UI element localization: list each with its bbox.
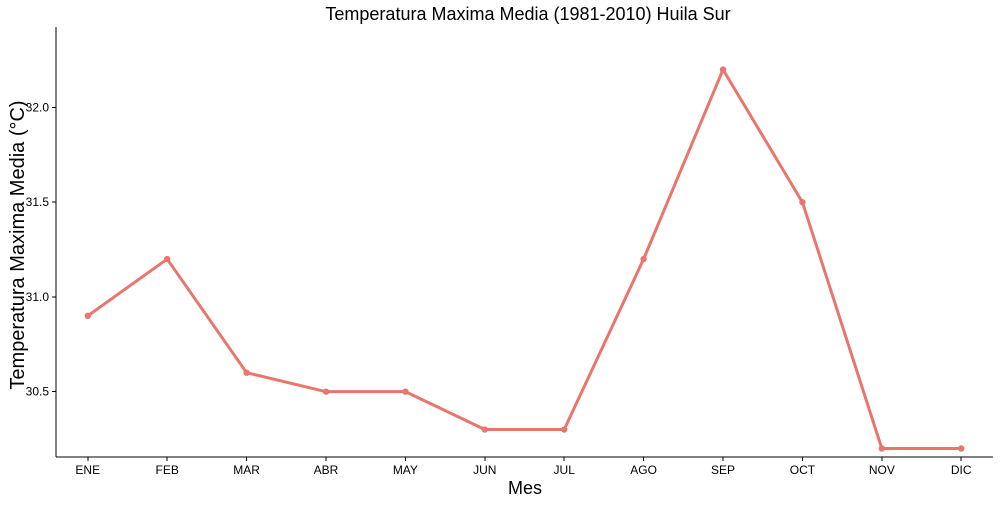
y-tick-label: 32.0 — [26, 101, 50, 115]
series-group — [84, 66, 965, 452]
axes — [55, 27, 993, 458]
x-tick-label: MAY — [393, 463, 418, 477]
x-tick-label: FEB — [155, 463, 178, 477]
x-axis-label: Mes — [508, 478, 542, 498]
y-tick-label: 30.5 — [26, 385, 50, 399]
x-tick-label: ABR — [314, 463, 339, 477]
y-tick-label: 31.0 — [26, 290, 50, 304]
chart-title: Temperatura Maxima Media (1981-2010) Hui… — [325, 4, 730, 24]
x-tick-label: JUN — [473, 463, 496, 477]
data-point-ago — [640, 255, 647, 263]
data-point-ene — [84, 312, 91, 320]
y-tick-label: 31.5 — [26, 195, 50, 209]
y-ticks: 30.5 31.0 31.5 32.0 — [26, 101, 56, 399]
x-tick-label: ENE — [75, 463, 100, 477]
x-tick-label: MAR — [233, 463, 260, 477]
data-point-feb — [163, 255, 171, 263]
data-point-jun — [481, 426, 488, 433]
data-point-sep — [719, 66, 727, 73]
data-point-abr — [322, 388, 330, 395]
x-tick-label: NOV — [869, 463, 895, 477]
series-points — [84, 66, 965, 452]
x-tick-label: SEP — [711, 463, 735, 477]
y-axis-label: Temperatura Maxima Media (°C) — [7, 100, 29, 389]
x-tick-label: DIC — [951, 463, 972, 477]
x-ticks: ENE FEB MAR ABR MAY JUN JUL AGO SEP OCT NOV DIC — [75, 457, 972, 477]
x-tick-label: OCT — [790, 463, 816, 477]
data-point-mar — [243, 369, 250, 376]
data-point-may — [402, 388, 409, 395]
data-point-dic — [958, 445, 965, 452]
data-point-jul — [561, 426, 568, 433]
data-point-oct — [799, 199, 806, 206]
x-tick-label: AGO — [630, 463, 657, 477]
x-tick-label: JUL — [554, 463, 576, 477]
data-point-nov — [878, 445, 886, 452]
series-line — [86, 68, 963, 450]
